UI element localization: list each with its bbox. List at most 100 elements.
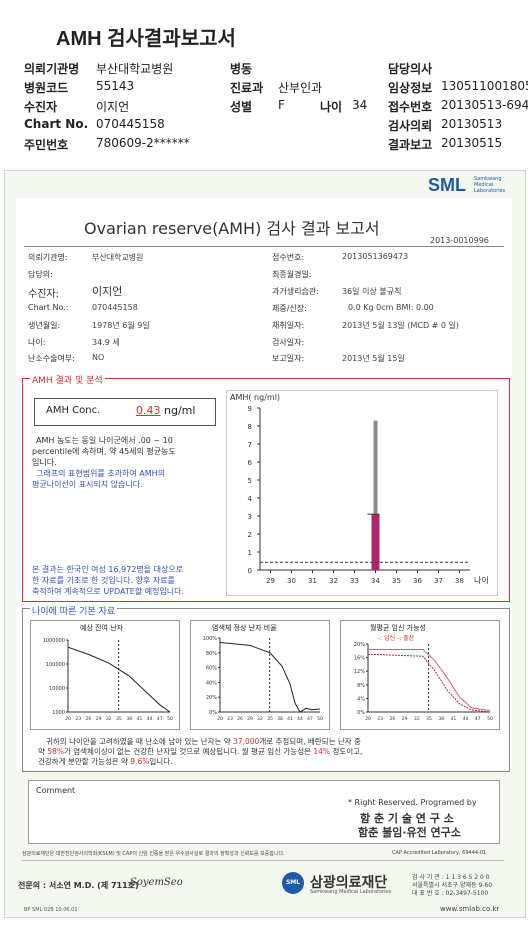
sml-seal-icon: SML — [282, 872, 304, 894]
field-label: 보고일자: — [272, 354, 305, 363]
summary-text: 귀하의 나이만을 고려하였을 때 난소에 남아 있는 난자는 약 — [46, 737, 231, 746]
birth-curve — [367, 653, 491, 713]
panel-x-tick-label: 20 — [217, 716, 223, 722]
chart-y-tick-label: 1 — [248, 549, 252, 557]
remaining-eggs-curve — [67, 646, 171, 713]
field-label: 수진자: — [28, 289, 59, 300]
panel-x-tick-label: 32 — [414, 716, 420, 722]
accreditation-text: 삼광의료재단은 대한진단검사의학회(KSLM) 및 CAP의 신임 인증을 받은… — [22, 851, 285, 857]
label-result-report: 결과보고 — [388, 138, 433, 152]
label-receipt-no: 접수번호 — [388, 100, 433, 114]
summary-line3: 건강하게 분만할 가능성은 약 9.6%입니다. — [38, 756, 173, 767]
chart-x-tick-label: 31 — [308, 577, 317, 585]
panel-x-tick-label: 20 — [65, 716, 71, 722]
page-title: AMH 검사결과보고서 — [56, 28, 236, 50]
field-value: 070445158 — [92, 303, 138, 312]
label-hospital-code: 병원코드 — [24, 81, 69, 95]
chart-x-tick-label: 38 — [455, 577, 464, 585]
panel-y-tick-label: 20% — [206, 695, 217, 701]
chart-frame — [226, 390, 498, 596]
amh-desc: 입니다. — [32, 458, 57, 467]
amh-note: 본 결과는 한국인 여성 16,972명을 대상으로 — [32, 565, 184, 574]
panel-x-tick-label: 41 — [451, 716, 457, 722]
doc-number: 2013-0010996 — [430, 236, 489, 245]
panel-x-tick-label: 44 — [297, 716, 303, 722]
chart-y-tick-label: 8 — [248, 423, 252, 431]
field-value: 부산대학교병원 — [92, 253, 144, 262]
panel-y-tick-label: 40% — [206, 680, 217, 686]
divider — [22, 860, 504, 861]
value-patient: 이지언 — [96, 100, 130, 114]
summary-text: 약 — [38, 747, 45, 756]
panel-x-tick-label: 29 — [402, 716, 408, 722]
chart-y-tick-label: 4 — [248, 495, 253, 503]
summary-line1: 귀하의 나이만을 고려하였을 때 난소에 남아 있는 난자는 약 37,000개… — [46, 736, 361, 747]
chart-y-tick-label: 7 — [248, 441, 252, 449]
field-value: 34.9 세 — [92, 338, 120, 347]
panel-x-tick-label: 47 — [157, 716, 163, 722]
label-sex: 성별 — [230, 100, 253, 114]
pregnancy-rate-chart: 20% 16% 12% 8% 4% 0%20 23 26 29 32 35 38 41 44 47 50 — [354, 642, 493, 722]
field-label: Chart No.: — [28, 303, 69, 312]
chart-y-tick-label: 3 — [248, 513, 252, 521]
value-test-request: 20130513 — [441, 117, 503, 131]
form-number: BP SML 02B 10.06.01 — [24, 907, 78, 913]
panel-x-tick-label: 35 — [116, 716, 122, 722]
panel-x-tick-label: 32 — [106, 716, 112, 722]
field-label: 체중/신장: — [272, 304, 307, 313]
lab-name-1: 함 춘 기 술 연 구 소 — [360, 812, 454, 825]
label-ward: 병동 — [230, 62, 253, 76]
panel-x-tick-label: 26 — [390, 716, 396, 722]
amh-conc-label: AMH Conc. — [46, 405, 101, 416]
field-label: 의뢰기관명: — [28, 253, 68, 262]
amh-note: 축적하여 계속적으로 UPDATE할 예정입니다. — [32, 587, 185, 596]
chart-x-tick-label: 35 — [392, 577, 401, 585]
panel-y-tick-label: 100000 — [46, 662, 65, 668]
amh-conc-box — [34, 398, 216, 426]
label-hospital: 의뢰기관명 — [24, 62, 80, 76]
normal-egg-ratio-chart: 100% 80% 60% 40% 20% 0%20 23 26 29 32 35 38 41 44 47 50 — [203, 636, 323, 722]
panel-x-tick-label: 23 — [227, 716, 233, 722]
contact-line: 검 사 기 관 : 1 1 3 6 5 2 0 0 — [412, 874, 490, 881]
pregnancy-curve — [368, 648, 491, 712]
panel-x-tick-label: 26 — [237, 716, 243, 722]
panel-x-tick-label: 20 — [365, 716, 371, 722]
summary-eggs-value: 37,000 — [233, 737, 260, 746]
chart-y-tick-label: 2 — [248, 531, 252, 539]
summary-text: 입니다. — [149, 757, 173, 766]
amh-desc: percentile에 속하며, 약 45세의 평균농도 — [32, 447, 176, 456]
chart-x-tick-label: 33 — [350, 577, 359, 585]
field-label: 난소수술여부: — [28, 354, 75, 363]
chart-bar — [371, 514, 380, 570]
label-doctor: 담당의사 — [388, 62, 433, 76]
signature: SoyemSeo — [130, 877, 183, 888]
panel-x-tick-label: 44 — [463, 716, 469, 722]
amh-section-title: AMH 결과 및 분석 — [30, 373, 105, 386]
label-clinical-info: 임상정보 — [388, 81, 433, 95]
panel-x-tick-label: 44 — [147, 716, 153, 722]
contact-line: 서울특별시 서초구 양재동 9-60 — [412, 882, 493, 889]
panel-x-tick-label: 23 — [75, 716, 81, 722]
panel-x-tick-label: 50 — [487, 716, 493, 722]
label-resident-no: 주민번호 — [24, 138, 69, 152]
summary-pregnancy-value: 14% — [313, 747, 331, 756]
value-sex: F — [278, 98, 285, 112]
summary-text: 건강하게 분만할 가능성은 약 — [38, 757, 128, 766]
field-value: 20130513​69473 — [342, 252, 409, 261]
panel-x-tick-label: 38 — [126, 716, 132, 722]
summary-birth-value: 9.6% — [130, 757, 150, 766]
label-test-request: 검사의뢰 — [388, 119, 433, 133]
value-clinical-info: 130511001805 — [441, 79, 528, 93]
chart-range-bar — [373, 420, 378, 515]
report-title: Ovarian reserve(AMH) 검사 결과 보고서 — [84, 219, 380, 238]
field-value: NO — [92, 353, 105, 362]
chart-y-tick-label: 0 — [248, 567, 252, 575]
doctor-label: 전문의 : 서소연 M.D. (제 711호) — [18, 881, 139, 890]
foundation-sub: Samkwang Medical Laboratories — [310, 889, 392, 895]
amh-conc-value: 0.43 — [136, 404, 161, 417]
cap-text: CAP Accredited Laboratory, 69444-01 — [392, 850, 487, 856]
panel-x-tick-label: 50 — [167, 716, 173, 722]
chart-y-tick-label: 5 — [248, 477, 252, 485]
